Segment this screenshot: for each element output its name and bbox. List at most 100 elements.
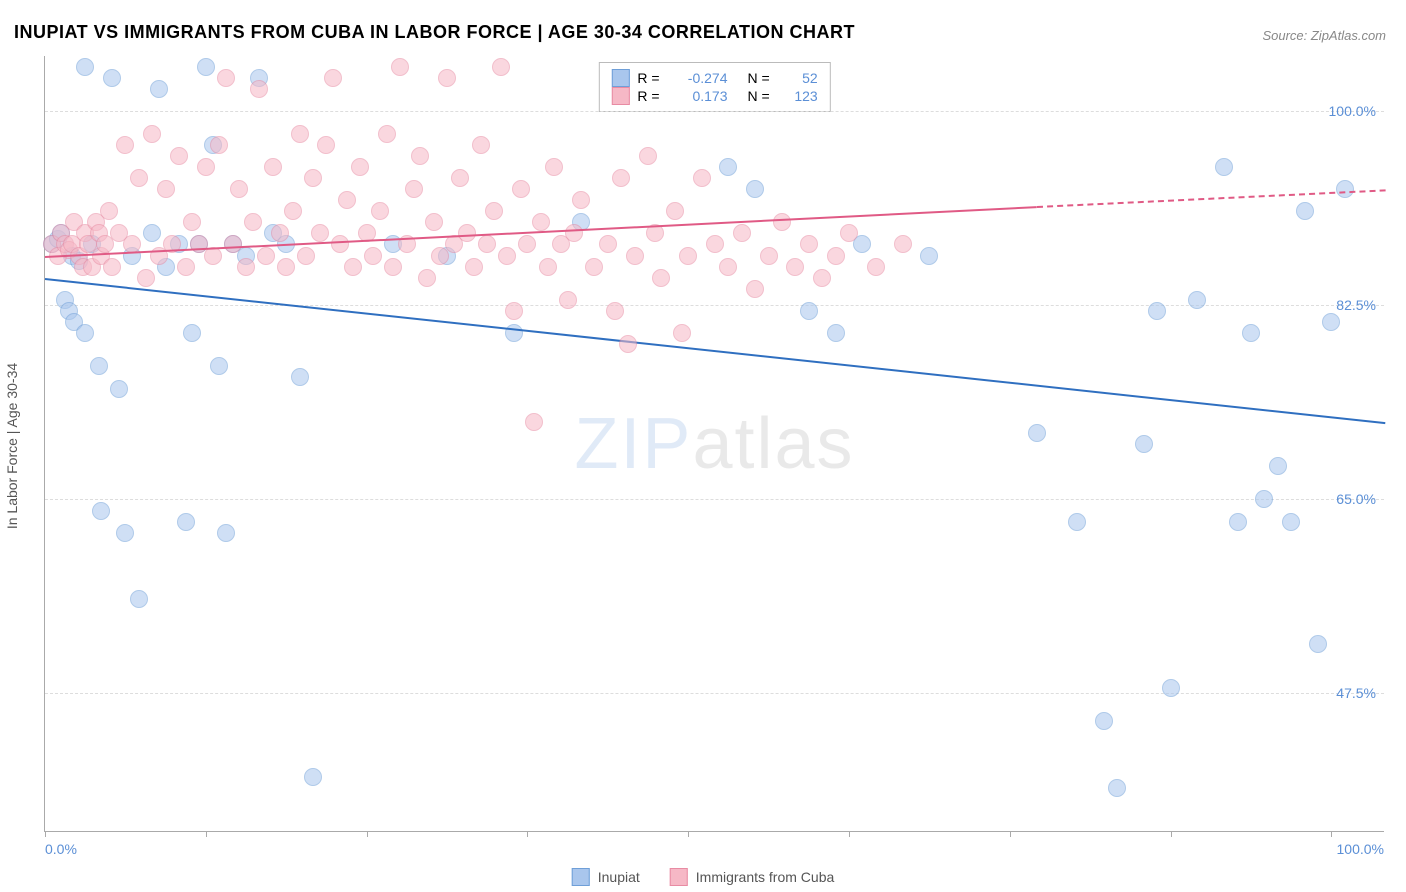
ytick-label: 100.0% (1329, 103, 1376, 119)
data-point (143, 125, 161, 143)
data-point (76, 324, 94, 342)
data-point (652, 269, 670, 287)
data-point (1229, 513, 1247, 531)
plot-area: ZIPatlas R =-0.274N =52R =0.173N =123 47… (44, 56, 1384, 832)
data-point (371, 202, 389, 220)
data-point (338, 191, 356, 209)
data-point (639, 147, 657, 165)
ytick-label: 65.0% (1336, 491, 1376, 507)
data-point (1215, 158, 1233, 176)
data-point (331, 235, 349, 253)
data-point (110, 380, 128, 398)
data-point (197, 158, 215, 176)
data-point (177, 258, 195, 276)
source-label: Source: ZipAtlas.com (1262, 28, 1386, 43)
legend-series-name: Immigrants from Cuba (696, 869, 834, 885)
chart-title: INUPIAT VS IMMIGRANTS FROM CUBA IN LABOR… (14, 22, 855, 43)
gridline (45, 693, 1384, 694)
data-point (1242, 324, 1260, 342)
data-point (384, 258, 402, 276)
data-point (619, 335, 637, 353)
data-point (130, 590, 148, 608)
data-point (311, 224, 329, 242)
data-point (706, 235, 724, 253)
data-point (492, 58, 510, 76)
data-point (1309, 635, 1327, 653)
legend-swatch (611, 69, 629, 87)
trend-line (45, 278, 1385, 424)
data-point (103, 258, 121, 276)
legend-n-label: N = (748, 88, 770, 104)
legend-n-value: 123 (778, 88, 818, 104)
data-point (291, 368, 309, 386)
data-point (170, 147, 188, 165)
data-point (103, 69, 121, 87)
xtick (688, 831, 689, 837)
legend-r-label: R = (637, 88, 659, 104)
data-point (673, 324, 691, 342)
data-point (1028, 424, 1046, 442)
data-point (693, 169, 711, 187)
data-point (746, 280, 764, 298)
data-point (150, 80, 168, 98)
data-point (458, 224, 476, 242)
xtick (1171, 831, 1172, 837)
data-point (217, 524, 235, 542)
data-point (344, 258, 362, 276)
data-point (840, 224, 858, 242)
gridline (45, 305, 1384, 306)
data-point (297, 247, 315, 265)
data-point (1322, 313, 1340, 331)
data-point (472, 136, 490, 154)
data-point (250, 80, 268, 98)
data-point (827, 324, 845, 342)
data-point (539, 258, 557, 276)
data-point (244, 213, 262, 231)
series-legend: Inupiat Immigrants from Cuba (572, 868, 835, 886)
data-point (137, 269, 155, 287)
data-point (512, 180, 530, 198)
data-point (217, 69, 235, 87)
data-point (565, 224, 583, 242)
data-point (746, 180, 764, 198)
data-point (478, 235, 496, 253)
data-point (1095, 712, 1113, 730)
legend-series-name: Inupiat (598, 869, 640, 885)
data-point (210, 136, 228, 154)
data-point (1148, 302, 1166, 320)
data-point (867, 258, 885, 276)
legend-swatch (611, 87, 629, 105)
data-point (157, 180, 175, 198)
data-point (90, 357, 108, 375)
data-point (559, 291, 577, 309)
data-point (773, 213, 791, 231)
data-point (378, 125, 396, 143)
data-point (304, 169, 322, 187)
data-point (116, 524, 134, 542)
data-point (92, 502, 110, 520)
data-point (1108, 779, 1126, 797)
data-point (606, 302, 624, 320)
legend-r-label: R = (637, 70, 659, 86)
data-point (679, 247, 697, 265)
legend-n-value: 52 (778, 70, 818, 86)
data-point (304, 768, 322, 786)
data-point (284, 202, 302, 220)
data-point (612, 169, 630, 187)
legend-item: Inupiat (572, 868, 640, 886)
watermark-zip: ZIP (574, 404, 692, 484)
xaxis-min-label: 0.0% (45, 841, 77, 857)
data-point (210, 357, 228, 375)
data-point (505, 302, 523, 320)
yaxis-title: In Labor Force | Age 30-34 (4, 363, 20, 529)
data-point (264, 158, 282, 176)
xtick (849, 831, 850, 837)
data-point (130, 169, 148, 187)
data-point (532, 213, 550, 231)
data-point (324, 69, 342, 87)
xtick (206, 831, 207, 837)
gridline (45, 111, 1384, 112)
legend-item: Immigrants from Cuba (670, 868, 834, 886)
data-point (364, 247, 382, 265)
data-point (425, 213, 443, 231)
